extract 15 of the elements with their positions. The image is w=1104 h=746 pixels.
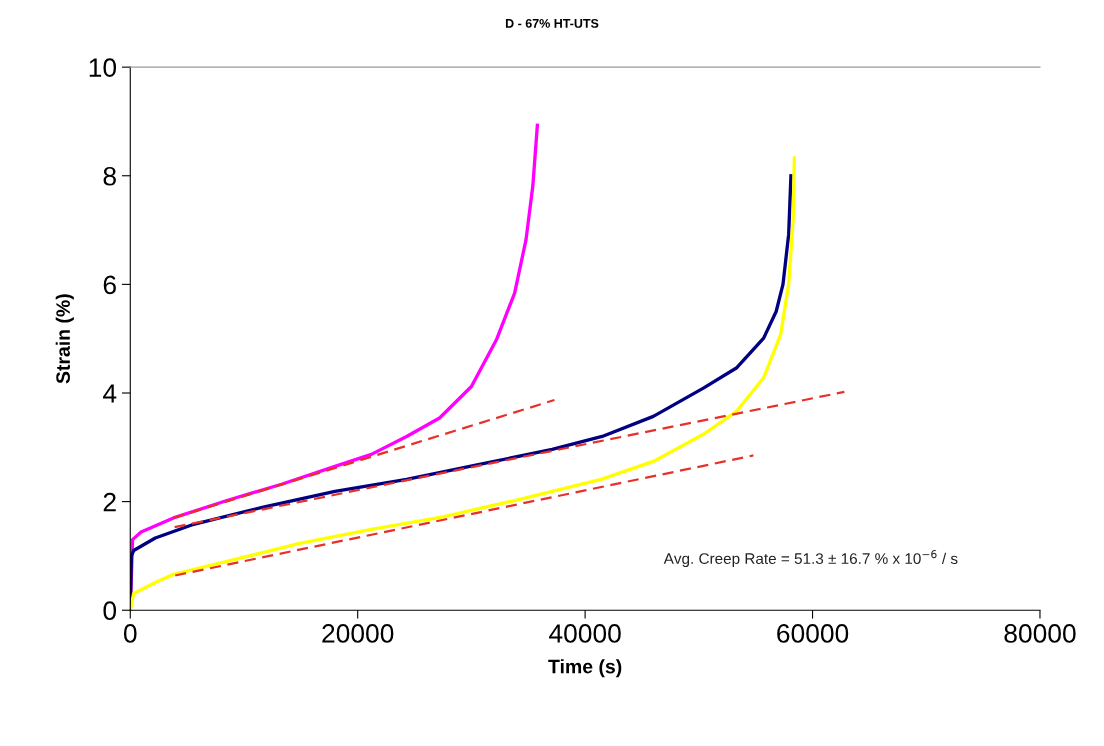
y-tick-label: 6 (103, 275, 116, 295)
annotation: Avg. Creep Rate = 51.3 ± 16.7 % x 10$^{−6}$ / s (663, 550, 958, 568)
y-tick-label: 4 (103, 384, 117, 403)
y-axis-title: Strain (%) (55, 294, 74, 384)
y-tick-label: 2 (103, 492, 116, 512)
x-tick-label: 20000 (322, 624, 394, 643)
y-tick-label: 8 (103, 166, 116, 186)
chart-title: D - 67% HT-UTS (505, 18, 599, 28)
y-tick-label: 0 (103, 601, 117, 621)
x-tick-label: 80000 (1004, 624, 1076, 643)
x-tick-label: 40000 (549, 624, 621, 643)
y-tick-label: 10 (89, 58, 117, 77)
x-tick-label: 0 (123, 624, 137, 643)
x-axis-title: Time (s) (548, 659, 622, 678)
x-tick-label: 60000 (777, 624, 849, 643)
